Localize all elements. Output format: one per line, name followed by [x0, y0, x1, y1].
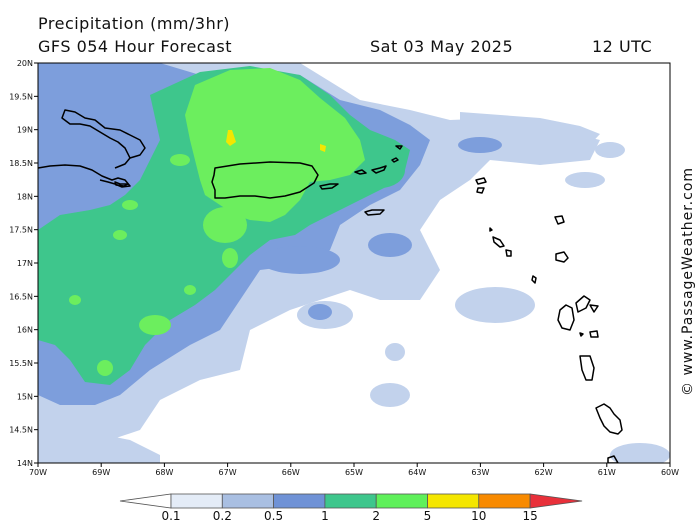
precip-green-patch: [203, 207, 247, 243]
lat-label: 15.5N: [9, 359, 33, 368]
vieques: [319, 183, 339, 190]
lon-label: 62W: [535, 468, 553, 477]
precip-light-south: [38, 430, 160, 463]
barbuda: [555, 251, 569, 263]
lon-label: 65W: [345, 468, 363, 477]
legend-label: 0.2: [213, 509, 232, 523]
legend-swatch: [478, 493, 531, 509]
precip-light-patch: [595, 142, 625, 158]
guadeloupe: [557, 295, 599, 331]
forecast-date: Sat 03 May 2025: [370, 37, 514, 56]
st-kitts: [492, 236, 505, 248]
legend-label: 0.5: [264, 509, 283, 523]
marie-galante: [589, 330, 599, 338]
precip-green: [185, 68, 365, 222]
coastlines: [38, 109, 623, 463]
antigua: [554, 215, 565, 225]
map-title: Precipitation (mm/3hr): [38, 14, 231, 33]
lon-label: 63W: [471, 468, 489, 477]
precip-green-patch: [113, 230, 127, 240]
lat-label: 14N: [17, 459, 33, 468]
legend-swatch: [427, 493, 480, 509]
legend-swatch: [529, 493, 583, 509]
legend-label: 0.1: [161, 509, 180, 523]
lat-label: 15N: [17, 392, 33, 401]
precip-yellow: [226, 130, 236, 146]
lon-label: 67W: [219, 468, 237, 477]
legend-swatch: [375, 493, 428, 509]
precip-field: [38, 63, 670, 463]
lon-label: 68W: [155, 468, 173, 477]
precip-light-patch: [565, 172, 605, 188]
lat-label: 19N: [17, 126, 33, 135]
legend-swatch: [324, 493, 377, 509]
lon-label: 61W: [598, 468, 616, 477]
legend-label: 15: [522, 509, 537, 523]
precip-green-patch: [69, 295, 81, 305]
legend-swatch: [170, 493, 223, 509]
legend-label: 1: [321, 509, 329, 523]
virgin-islands: [354, 145, 403, 175]
credit-text: © www.PassageWeather.com: [680, 166, 696, 396]
precip-light-patch: [370, 383, 410, 407]
precip-mid-patch: [308, 304, 332, 320]
precip-light-patch: [610, 443, 670, 463]
saona-island: [114, 181, 129, 187]
st-martin: [476, 187, 485, 194]
lat-label: 17N: [17, 259, 33, 268]
precip-green-patch: [139, 315, 171, 335]
legend-label: 5: [424, 509, 432, 523]
longitude-axis: 70W 69W 68W 67W 66W 65W 64W 63W 62W 61W 60W: [29, 463, 679, 477]
legend-label: 2: [372, 509, 380, 523]
lon-label: 70W: [29, 468, 47, 477]
lat-label: 18N: [17, 192, 33, 201]
legend-swatch: [119, 493, 172, 509]
precip-light-patch: [455, 287, 535, 323]
nevis: [505, 249, 512, 257]
legend-swatch: [221, 493, 275, 509]
les-saintes: [579, 332, 584, 337]
precip-light-patch: [385, 343, 405, 361]
st-barths: [489, 227, 493, 232]
lat-label: 20N: [17, 59, 33, 68]
lon-label: 69W: [92, 468, 110, 477]
legend-swatch: [273, 493, 326, 509]
lat-label: 16.5N: [9, 292, 33, 301]
precip-mid-patch: [458, 137, 502, 153]
precip-green-patch: [97, 360, 113, 376]
lat-label: 18.5N: [9, 159, 33, 168]
precip-green-patch: [222, 248, 238, 268]
legend-label: 10: [471, 509, 486, 523]
st-croix: [364, 209, 385, 216]
dominica: [579, 355, 595, 381]
puerto-rico-coast: [211, 161, 319, 199]
lat-label: 14.5N: [9, 426, 33, 435]
precip-green-patch: [122, 200, 138, 210]
precip-mid-patch: [368, 233, 412, 257]
precip-mid-patch: [260, 246, 340, 274]
precip-green-patch: [170, 154, 190, 166]
precip-green-patch: [184, 285, 196, 295]
montserrat: [531, 275, 537, 284]
lon-label: 60W: [661, 468, 679, 477]
precip-yellow: [320, 144, 326, 152]
st-lucia: [607, 455, 619, 463]
forecast-hour: GFS 054 Hour Forecast: [38, 37, 233, 56]
forecast-time: 12 UTC: [592, 37, 653, 56]
precip-legend: 0.1 0.2 0.5 1 2 5 10 15: [119, 493, 583, 523]
lon-label: 64W: [408, 468, 426, 477]
lon-label: 66W: [282, 468, 300, 477]
lat-label: 16N: [17, 326, 33, 335]
lat-label: 19.5N: [9, 92, 33, 101]
anguilla: [475, 177, 487, 185]
latitude-axis: 20N 19.5N 19N 18.5N 18N 17.5N 17N 16.5N 16N 15.5N…: [9, 59, 38, 468]
martinique: [595, 403, 623, 435]
lat-label: 17.5N: [9, 226, 33, 235]
